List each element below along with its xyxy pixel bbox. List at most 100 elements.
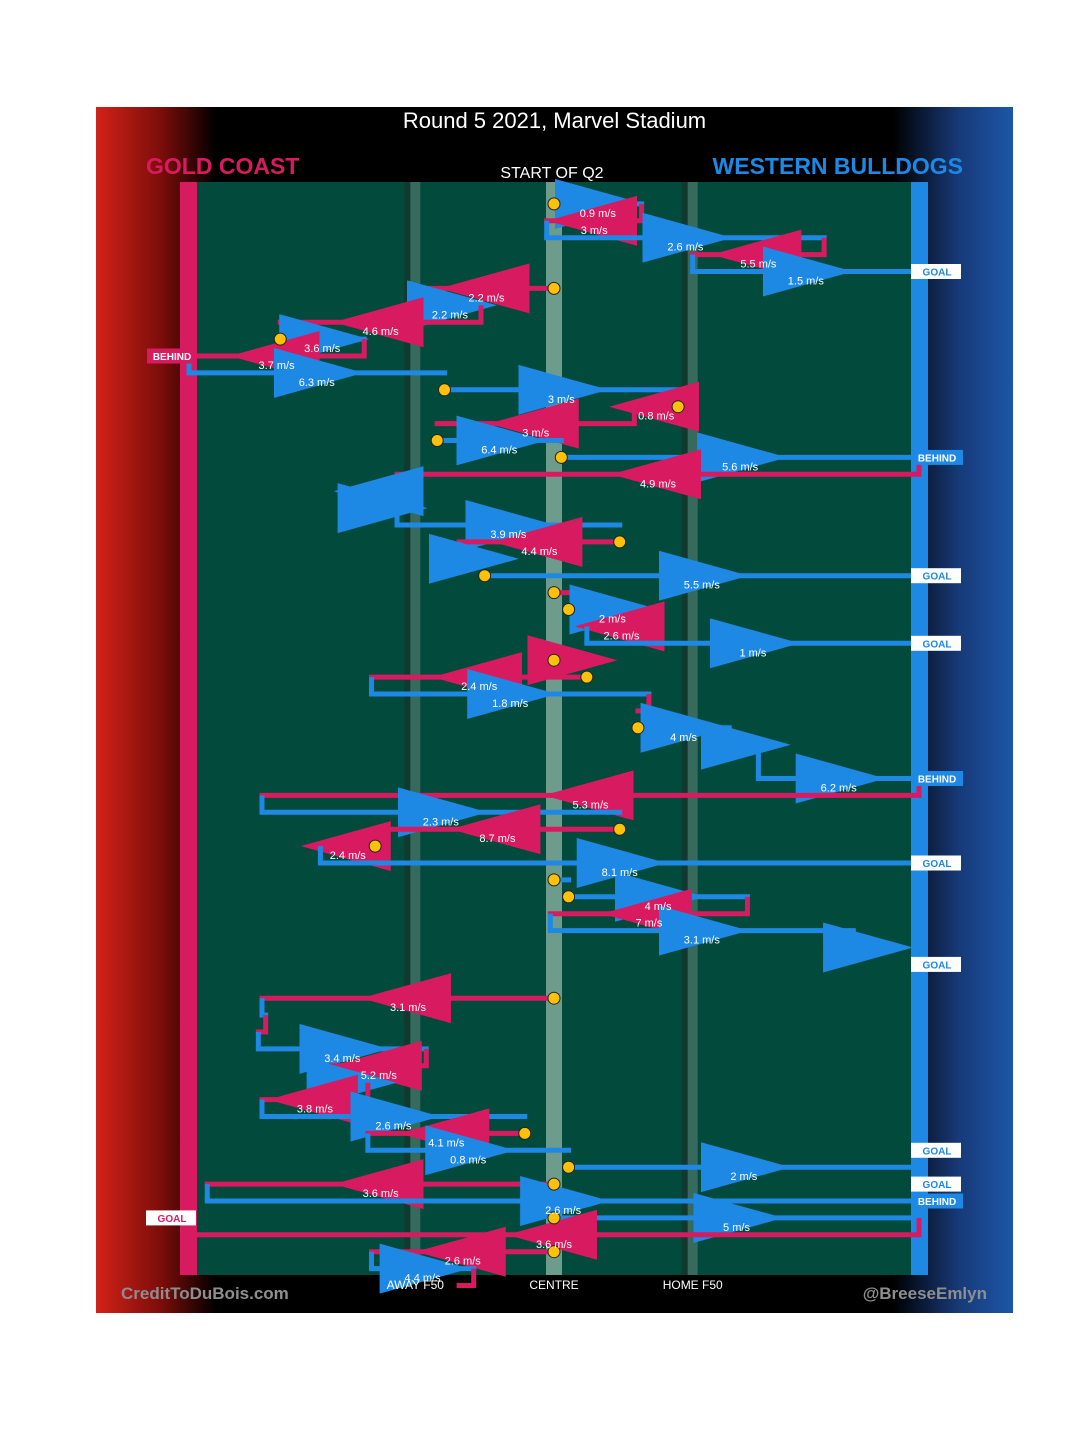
stoppage-marker xyxy=(613,535,627,549)
end-label-box xyxy=(911,635,961,651)
speed-label: 3.6 m/s xyxy=(536,1239,573,1251)
bulldogs-goal-bar xyxy=(911,182,928,1275)
speed-label: 6.3 m/s xyxy=(299,377,336,389)
speed-label: 8.1 m/s xyxy=(602,867,639,879)
chain-gc xyxy=(544,195,645,246)
end-label-goal: GOAL xyxy=(911,855,961,871)
chain-gc xyxy=(255,1029,269,1049)
stoppage-marker xyxy=(580,670,594,684)
end-label-text: GOAL xyxy=(923,639,952,650)
stoppage-marker xyxy=(547,281,561,295)
end-label-box xyxy=(911,1142,961,1158)
speed-label: 2 m/s xyxy=(730,1171,757,1183)
speed-label: 2.6 m/s xyxy=(603,630,640,642)
end-label-box xyxy=(146,1210,196,1226)
speed-label: 5.5 m/s xyxy=(740,259,777,271)
chain-gc xyxy=(259,1074,371,1125)
speed-label: 3 m/s xyxy=(522,428,549,440)
speed-label: 5.6 m/s xyxy=(722,461,759,473)
stoppage-marker xyxy=(518,1126,532,1140)
end-label-behind: BEHIND xyxy=(911,771,963,786)
end-label-box xyxy=(911,956,961,972)
end-label-behind: BEHIND xyxy=(147,348,197,364)
stoppage-marker xyxy=(562,890,576,904)
speed-label: 1.8 m/s xyxy=(492,698,529,710)
end-label-text: GOAL xyxy=(923,859,952,870)
speed-label: 4.4 m/s xyxy=(521,546,558,558)
speed-label: 2.6 m/s xyxy=(445,1256,482,1268)
team-western-bulldogs: WESTERN BULLDOGS xyxy=(712,153,963,179)
speed-label: 2.6 m/s xyxy=(375,1121,412,1133)
chain-bd xyxy=(369,1243,477,1294)
stoppage-marker xyxy=(554,450,568,464)
end-label-goal: GOAL xyxy=(911,264,961,279)
speed-label: 3 m/s xyxy=(548,394,575,406)
end-label-text: GOAL xyxy=(923,1146,952,1157)
gold-coast-goal-bar xyxy=(180,182,197,1275)
speed-label: 1 m/s xyxy=(739,647,766,659)
end-label-box xyxy=(911,771,963,786)
speed-label: 0.9 m/s xyxy=(580,208,617,220)
chain-bd xyxy=(551,1192,922,1243)
end-label-text: GOAL xyxy=(923,572,952,583)
speed-label: 3.6 m/s xyxy=(363,1188,400,1200)
end-label-text: BEHIND xyxy=(918,1197,956,1208)
speed-label: 2.6 m/s xyxy=(545,1205,582,1217)
stoppage-marker xyxy=(547,586,561,600)
end-label-text: BEHIND xyxy=(918,775,956,786)
stoppage-marker xyxy=(547,197,561,211)
speed-label: 5.2 m/s xyxy=(361,1070,398,1082)
end-label-goal: GOAL xyxy=(911,1142,961,1158)
speed-label: 5.3 m/s xyxy=(572,799,609,811)
speed-label: 4.1 m/s xyxy=(428,1137,465,1149)
end-label-goal: GOAL xyxy=(146,1210,196,1226)
chain-gc xyxy=(204,1159,557,1210)
stoppage-marker xyxy=(547,1177,561,1191)
chart-title: Round 5 2021, Marvel Stadium xyxy=(402,108,707,133)
end-label-box xyxy=(911,1193,963,1209)
chain-gc xyxy=(259,973,557,1024)
stoppage-marker xyxy=(273,332,287,346)
chain-gc xyxy=(300,821,391,872)
end-label-box xyxy=(911,449,963,465)
quarter-subtitle: START OF Q2 xyxy=(500,165,604,182)
end-label-behind: BEHIND xyxy=(911,1193,963,1209)
speed-label: 5.5 m/s xyxy=(684,580,721,592)
team-gold-coast: GOLD COAST xyxy=(146,153,300,179)
end-label-text: GOAL xyxy=(158,1214,187,1225)
end-label-text: GOAL xyxy=(923,1180,952,1191)
speed-label: 4.4 m/s xyxy=(405,1273,442,1285)
speed-label: 2.2 m/s xyxy=(468,292,505,304)
speed-label: 3.9 m/s xyxy=(490,529,527,541)
speed-label: 4.9 m/s xyxy=(640,478,677,490)
speed-label: 2.3 m/s xyxy=(423,816,460,828)
end-label-text: GOAL xyxy=(923,268,952,279)
end-label-box xyxy=(911,264,961,279)
chain-gc xyxy=(609,381,700,432)
speed-label: 2.4 m/s xyxy=(461,681,498,693)
stoppage-marker xyxy=(547,1211,561,1225)
end-label-text: GOAL xyxy=(923,960,952,971)
end-label-text: BEHIND xyxy=(918,453,956,464)
end-label-box xyxy=(911,568,961,584)
stoppage-marker xyxy=(613,822,627,836)
stoppage-marker xyxy=(368,839,382,853)
speed-label: 4 m/s xyxy=(645,901,672,913)
speed-label: 3.1 m/s xyxy=(684,935,721,947)
end-label-goal: GOAL xyxy=(911,1176,961,1192)
end-label-goal: GOAL xyxy=(911,956,961,972)
speed-label: 6.2 m/s xyxy=(821,783,858,795)
speed-label: 0.8 m/s xyxy=(450,1154,487,1166)
speed-label: 2.6 m/s xyxy=(667,242,704,254)
axis-tick-label: AWAY F50 xyxy=(387,1278,445,1292)
end-label-text: BEHIND xyxy=(153,352,191,363)
stoppage-marker xyxy=(438,383,451,397)
speed-label: 2.4 m/s xyxy=(330,850,367,862)
stoppage-marker xyxy=(547,873,561,887)
speed-label: 3 m/s xyxy=(581,225,608,237)
end-label-goal: GOAL xyxy=(911,635,961,651)
possession-chart: AWAY F50 CENTRE HOME F50 0.9 m/s 3 m/s 2.6 m/… xyxy=(146,178,963,1294)
speed-label: 4.6 m/s xyxy=(363,326,400,338)
speed-label: 4 m/s xyxy=(670,732,697,744)
speed-label: 3.7 m/s xyxy=(259,360,296,372)
